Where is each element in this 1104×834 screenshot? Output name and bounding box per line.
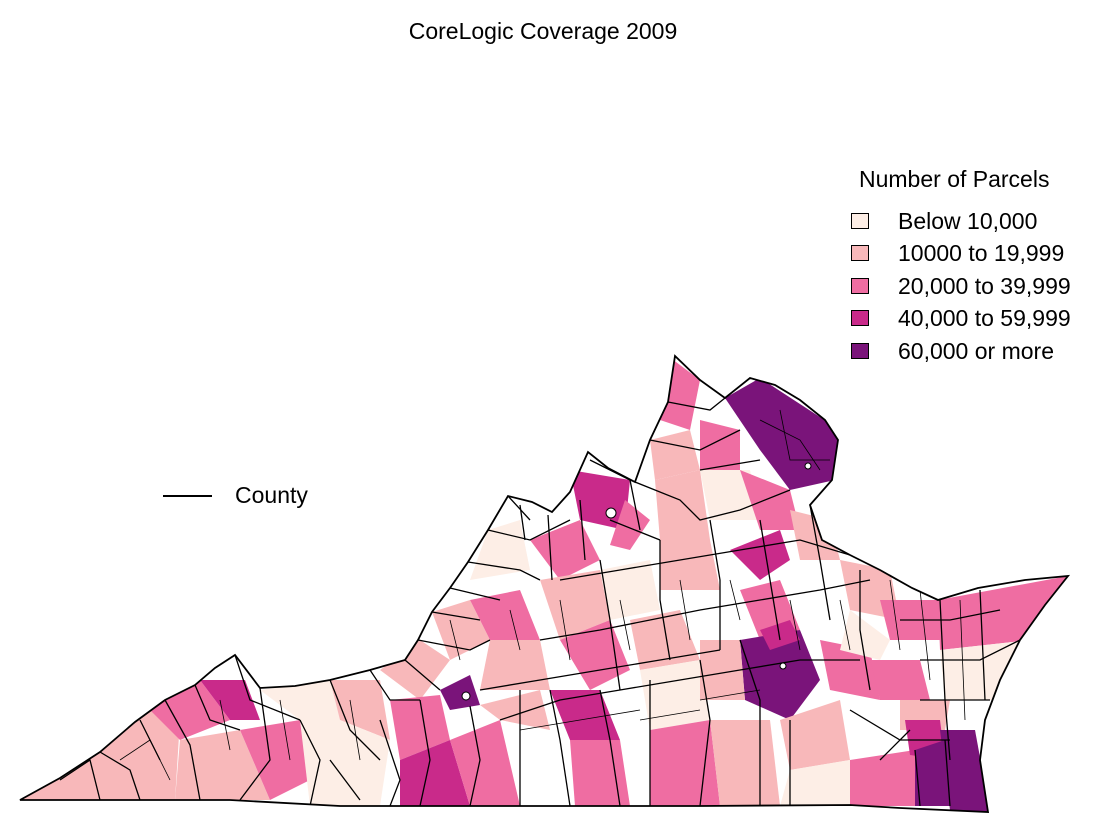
county-region xyxy=(915,740,950,806)
county-region xyxy=(400,740,470,806)
county-region xyxy=(710,720,780,806)
city-marker xyxy=(605,507,617,519)
county-region xyxy=(450,720,520,806)
county-region xyxy=(938,576,1068,650)
legend-label: Below 10,000 xyxy=(898,207,1038,234)
county-region xyxy=(600,560,660,620)
county-region xyxy=(655,470,710,540)
county-region xyxy=(660,540,720,590)
city-marker xyxy=(804,462,812,470)
county-region xyxy=(610,500,650,550)
county-region xyxy=(480,640,550,690)
legend-label: 10000 to 19,999 xyxy=(898,239,1065,266)
sub-boundaries xyxy=(119,409,966,781)
county-region xyxy=(390,695,450,760)
county-label: County xyxy=(235,482,308,508)
county-region xyxy=(570,740,630,806)
legend-item: 60,000 or more xyxy=(851,338,1054,364)
county-region xyxy=(300,720,390,806)
county-region xyxy=(240,720,310,800)
county-region xyxy=(850,750,920,806)
county-boundary-key: County xyxy=(163,482,308,509)
county-region xyxy=(440,675,480,710)
county-region xyxy=(740,470,800,530)
county-line-symbol xyxy=(163,494,212,497)
county-region xyxy=(870,660,930,700)
legend-item: 40,000 to 59,999 xyxy=(851,305,1071,331)
legend-swatch xyxy=(851,310,869,326)
legend-item: Below 10,000 xyxy=(851,208,1037,234)
county-region xyxy=(700,420,740,470)
legend-title: Number of Parcels xyxy=(859,166,1050,192)
city-marker xyxy=(779,662,787,670)
legend-item: 10000 to 19,999 xyxy=(851,240,1064,266)
legend-item: 20,000 to 39,999 xyxy=(851,273,1071,299)
county-region xyxy=(780,760,860,806)
county-boundaries xyxy=(59,397,1021,807)
county-region xyxy=(650,720,720,806)
legend-label: 20,000 to 39,999 xyxy=(898,272,1071,299)
legend-label: 40,000 to 59,999 xyxy=(898,304,1071,331)
legend-swatch xyxy=(851,278,869,294)
county-region xyxy=(740,630,820,720)
legend-swatch xyxy=(851,213,869,229)
county-region xyxy=(260,680,340,720)
county-region xyxy=(730,530,790,580)
city-marker xyxy=(461,691,471,701)
legend-swatch xyxy=(851,245,869,261)
county-region xyxy=(700,640,745,700)
county-region xyxy=(940,730,990,812)
county-region xyxy=(480,690,550,730)
county-region xyxy=(175,730,270,800)
county-region xyxy=(470,590,540,640)
county-region xyxy=(330,680,390,740)
county-region xyxy=(725,378,840,490)
county-region xyxy=(380,640,450,700)
county-region xyxy=(780,700,850,770)
county-region xyxy=(840,610,890,660)
legend-label: 60,000 or more xyxy=(898,337,1054,364)
county-region xyxy=(630,610,700,670)
county-region xyxy=(760,620,800,650)
map-title: CoreLogic Coverage 2009 xyxy=(408,18,678,44)
city-markers xyxy=(461,462,812,701)
legend-swatch xyxy=(851,343,869,359)
county-region xyxy=(540,570,610,640)
county-region xyxy=(200,680,260,720)
